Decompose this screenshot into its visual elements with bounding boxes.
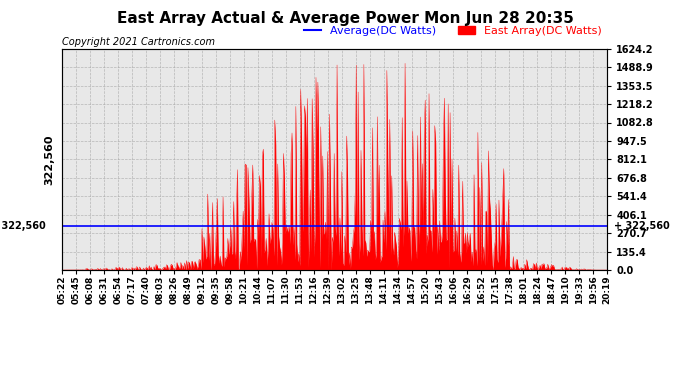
Text: + 322,560: + 322,560 (614, 221, 670, 231)
Text: Copyright 2021 Cartronics.com: Copyright 2021 Cartronics.com (62, 37, 215, 46)
Text: East Array Actual & Average Power Mon Jun 28 20:35: East Array Actual & Average Power Mon Ju… (117, 11, 573, 26)
Y-axis label: 322,560: 322,560 (44, 134, 55, 184)
Legend: Average(DC Watts), East Array(DC Watts): Average(DC Watts), East Array(DC Watts) (304, 26, 602, 36)
Text: + 322,560: + 322,560 (0, 221, 46, 231)
